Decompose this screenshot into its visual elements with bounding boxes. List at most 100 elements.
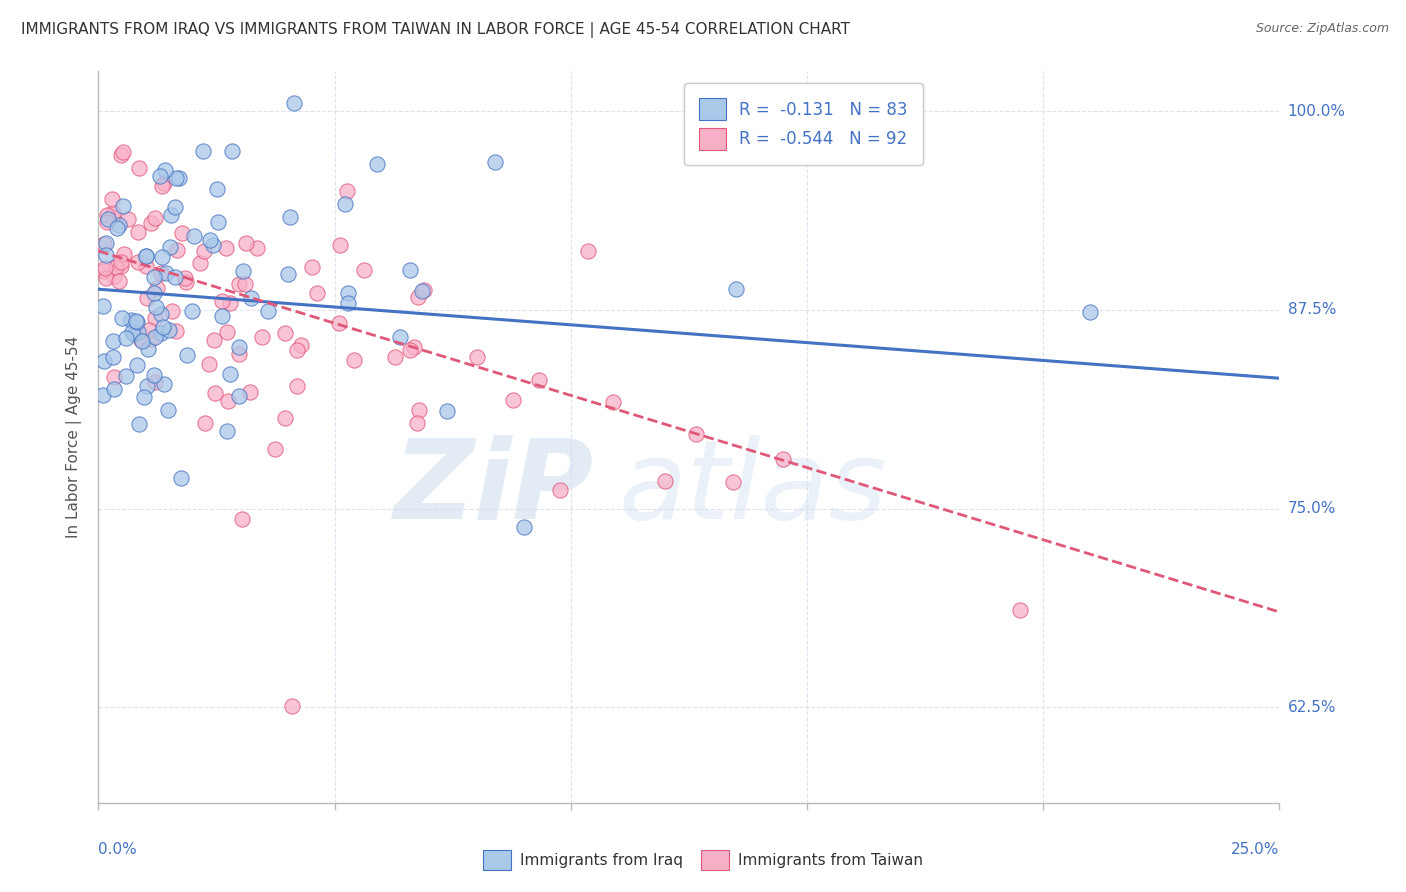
Point: [94, 248, 117, 262]
Point: [602, 395, 624, 409]
Point: [110, 148, 132, 162]
Point: [399, 262, 422, 277]
Point: [221, 144, 243, 158]
Point: [235, 235, 257, 250]
Point: [139, 215, 162, 229]
Point: [112, 247, 135, 261]
Point: [274, 410, 297, 425]
Point: [132, 390, 155, 404]
Point: [301, 260, 323, 274]
Point: [725, 282, 748, 296]
Point: [93, 354, 115, 368]
Point: [91, 299, 114, 313]
Point: [96, 236, 118, 251]
Text: 25.0%: 25.0%: [1232, 842, 1279, 856]
Point: [384, 350, 406, 364]
Point: [1008, 602, 1031, 616]
Point: [138, 323, 160, 337]
Text: Source: ZipAtlas.com: Source: ZipAtlas.com: [1256, 22, 1389, 36]
Point: [166, 243, 188, 257]
Point: [93, 264, 115, 278]
Point: [114, 368, 136, 383]
Point: [219, 367, 242, 381]
Point: [143, 310, 166, 325]
Point: [413, 283, 436, 297]
Point: [721, 475, 744, 489]
Point: [135, 249, 157, 263]
Text: IMMIGRANTS FROM IRAQ VS IMMIGRANTS FROM TAIWAN IN LABOR FORCE | AGE 45-54 CORREL: IMMIGRANTS FROM IRAQ VS IMMIGRANTS FROM …: [21, 22, 851, 38]
Point: [165, 171, 187, 186]
Point: [502, 393, 524, 408]
Point: [143, 376, 166, 390]
Point: [512, 520, 534, 534]
Point: [149, 326, 172, 340]
Point: [160, 304, 183, 318]
Point: [329, 237, 352, 252]
Point: [143, 286, 166, 301]
Point: [93, 260, 115, 275]
Point: [336, 296, 359, 310]
Point: [305, 285, 328, 300]
Point: [202, 237, 225, 252]
Point: [250, 330, 273, 344]
Point: [153, 377, 176, 392]
Point: [336, 184, 359, 198]
Point: [150, 307, 173, 321]
Point: [96, 215, 118, 229]
Point: [388, 329, 411, 343]
Point: [136, 343, 159, 357]
Point: [245, 241, 267, 255]
Point: [207, 215, 229, 229]
Point: [165, 324, 187, 338]
Point: [405, 416, 427, 430]
Point: [404, 340, 426, 354]
Point: [103, 334, 125, 349]
Point: [283, 96, 305, 111]
Point: [465, 350, 488, 364]
Point: [277, 268, 299, 282]
Point: [157, 323, 180, 337]
Point: [112, 199, 135, 213]
Point: [198, 233, 221, 247]
Point: [576, 244, 599, 259]
Point: [190, 255, 212, 269]
Point: [159, 208, 181, 222]
Point: [122, 326, 145, 341]
Point: [328, 316, 350, 330]
Point: [215, 424, 238, 438]
Point: [131, 334, 153, 348]
Point: [108, 218, 131, 232]
Point: [110, 260, 132, 274]
Point: [654, 475, 676, 489]
Point: [281, 698, 304, 713]
Point: [228, 277, 250, 291]
Point: [150, 250, 173, 264]
Point: [215, 241, 238, 255]
Point: [149, 169, 172, 183]
Point: [117, 212, 139, 227]
Point: [143, 211, 166, 225]
Text: 100.0%: 100.0%: [1288, 103, 1346, 119]
Point: [180, 304, 202, 318]
Point: [484, 155, 506, 169]
Point: [127, 325, 149, 339]
Point: [127, 225, 149, 239]
Point: [548, 483, 571, 498]
Point: [343, 352, 366, 367]
Point: [165, 269, 187, 284]
Point: [228, 347, 250, 361]
Text: atlas: atlas: [619, 434, 887, 541]
Point: [97, 212, 120, 227]
Point: [152, 320, 174, 334]
Point: [333, 197, 356, 211]
Point: [145, 281, 167, 295]
Text: ZiP: ZiP: [394, 434, 595, 541]
Point: [135, 249, 157, 263]
Point: [105, 221, 128, 235]
Point: [96, 208, 118, 222]
Point: [101, 350, 124, 364]
Text: 62.5%: 62.5%: [1288, 700, 1336, 714]
Y-axis label: In Labor Force | Age 45-54: In Labor Force | Age 45-54: [66, 336, 83, 538]
Point: [111, 310, 134, 325]
Point: [101, 192, 124, 206]
